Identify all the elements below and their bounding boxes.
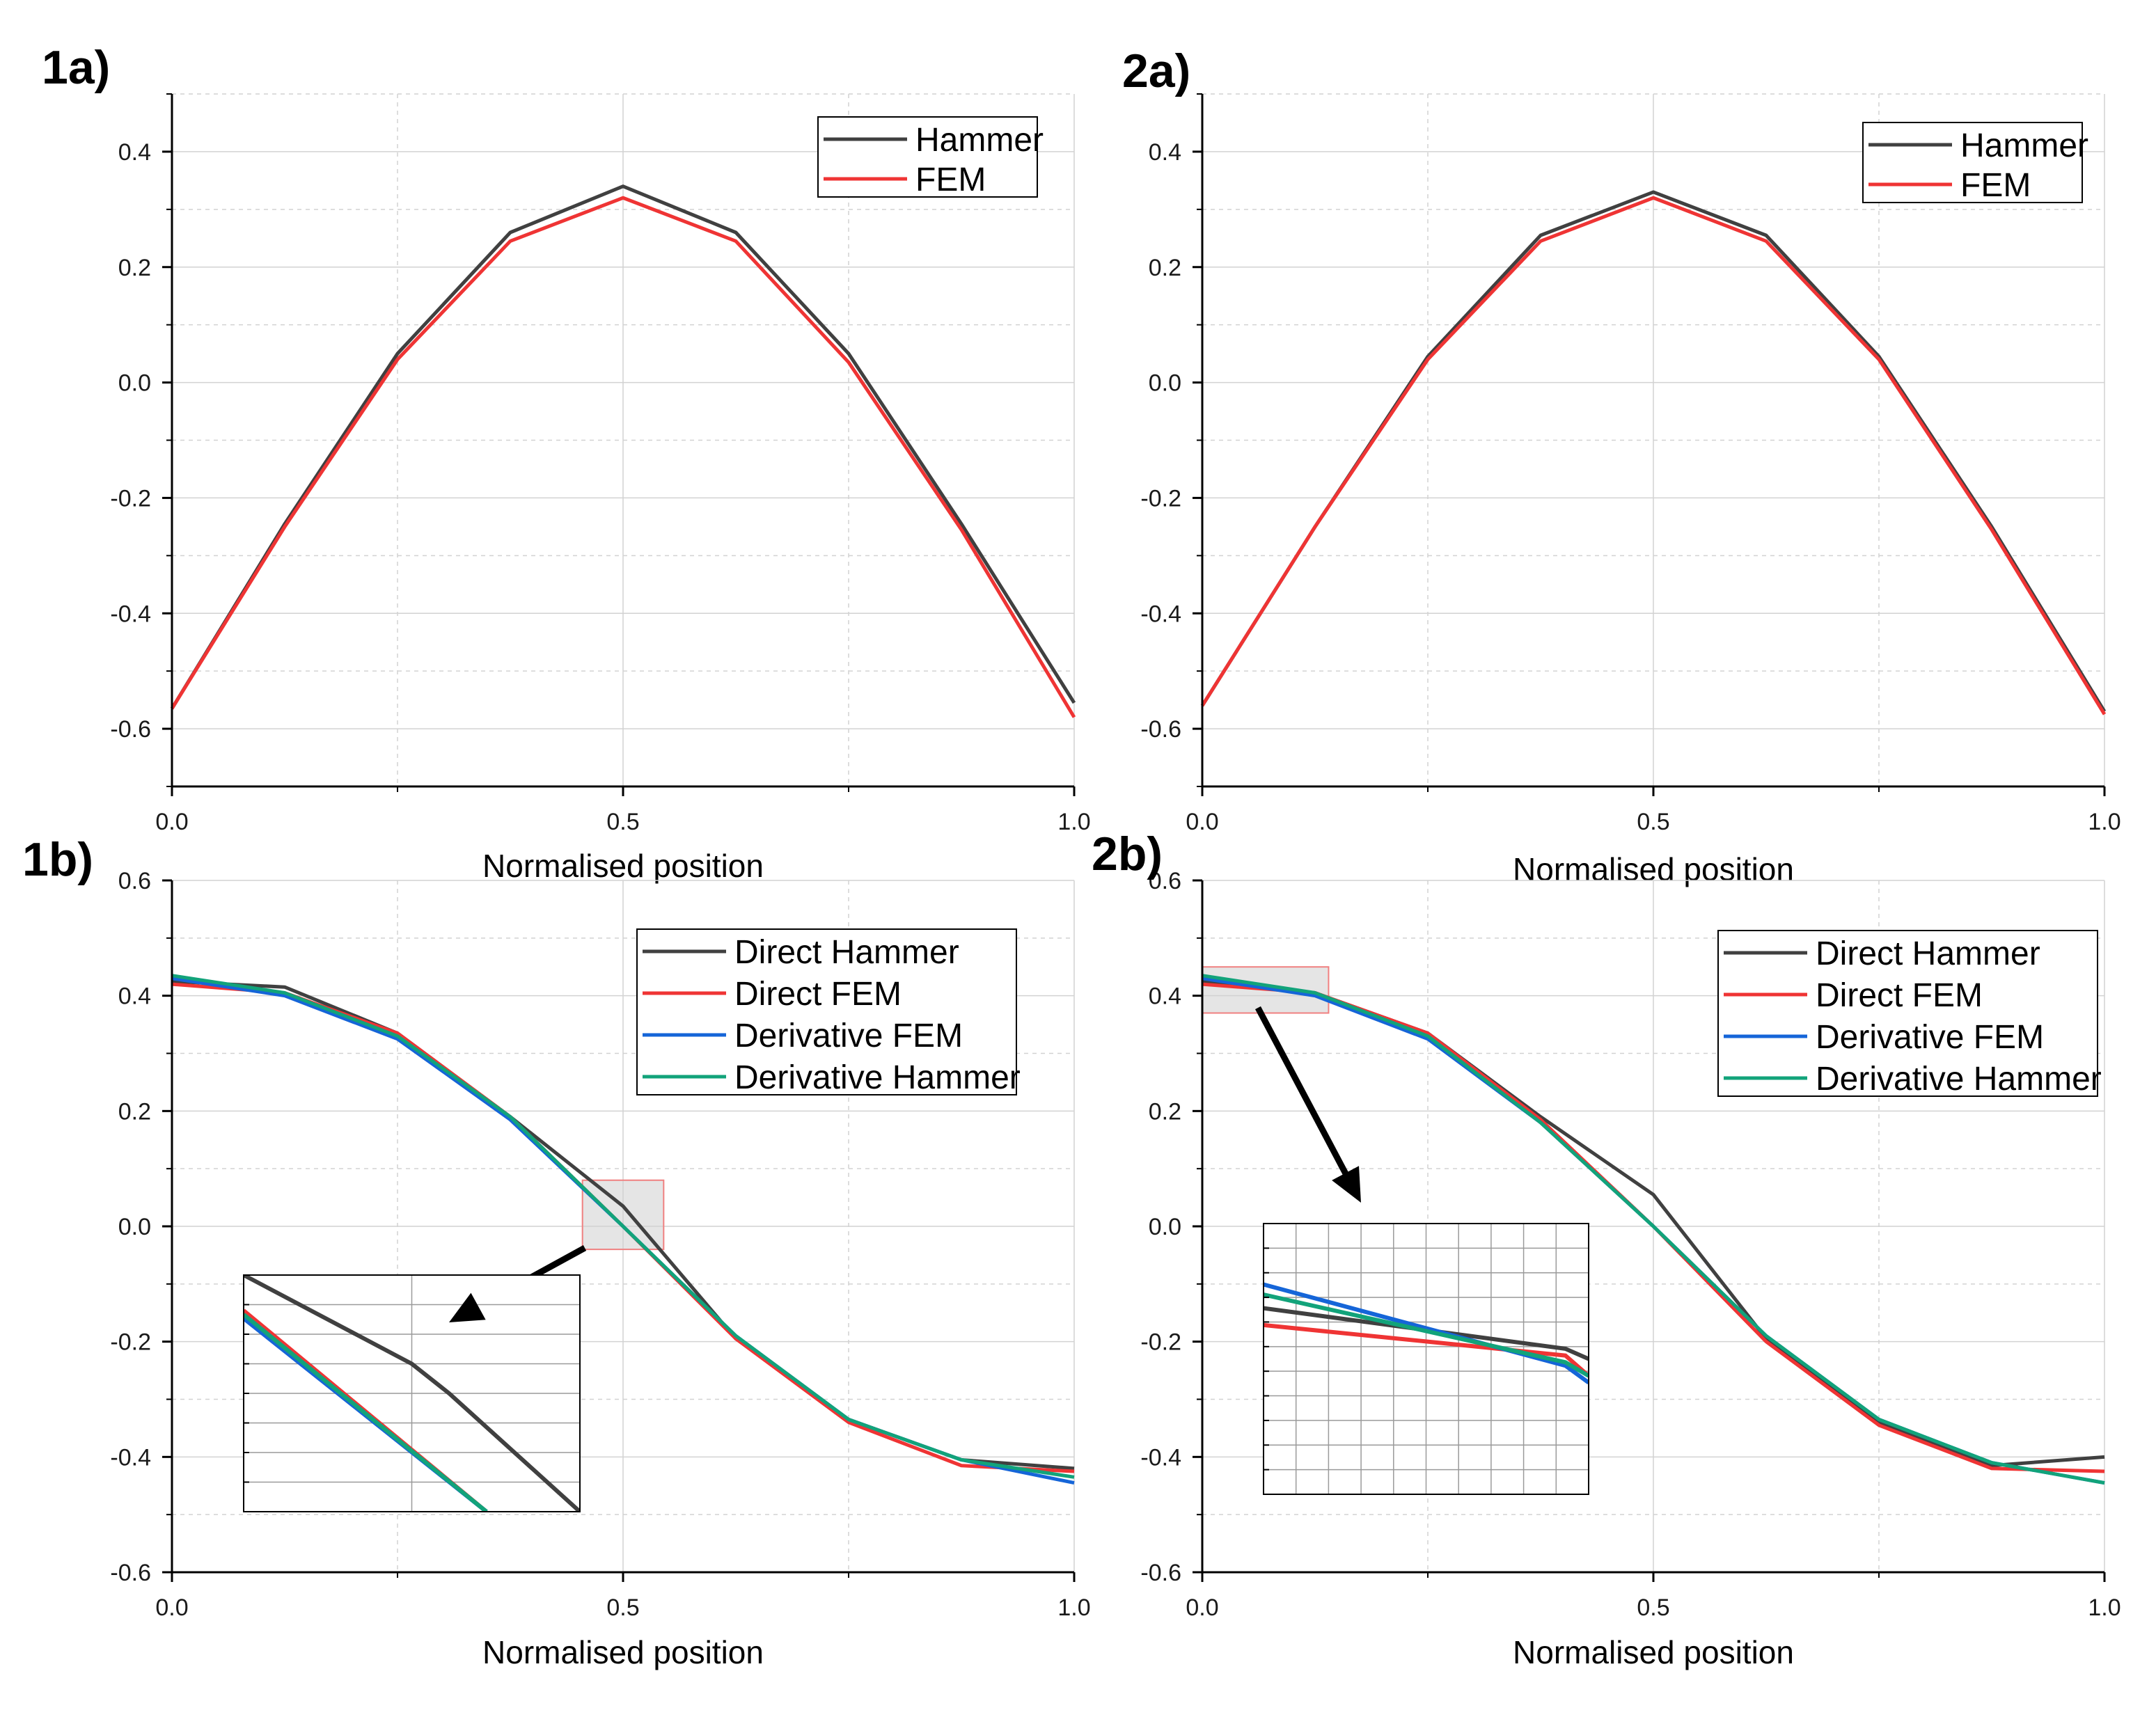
x-tick-label: 0.0 [155, 1595, 188, 1621]
series-line-fem [1200, 196, 2107, 715]
y-tick-label: 0.6 [1149, 868, 1181, 894]
x-tick-label: 0.5 [606, 809, 639, 835]
legend-label: Derivative Hammer [1816, 1061, 2102, 1098]
y-tick-label: 0.0 [118, 370, 151, 397]
y-tick-label: 0.2 [118, 255, 151, 281]
y-tick-label: 0.4 [118, 139, 151, 166]
x-tick-label: 1.0 [1057, 1595, 1090, 1621]
chart-1a: 0.0 0.5 1.0 0.4 0.2 0.0 -0.2 -0.4 -0.6 Normalised… [42, 41, 1091, 884]
legend-label: FEM [915, 161, 986, 198]
inset-line-direct-hammer [1264, 1306, 1589, 1361]
legend-label: Direct FEM [1816, 977, 1983, 1014]
inset-frame [1263, 1223, 1589, 1495]
y-tick-label: 0.2 [1149, 1098, 1181, 1125]
x-tick-label: 1.0 [1057, 809, 1090, 835]
legend-label: Derivative FEM [1816, 1019, 2044, 1056]
y-tick-label: -0.2 [1140, 1329, 1181, 1356]
y-tick-label: -0.6 [110, 1560, 151, 1586]
x-tick-label: 0.5 [1637, 809, 1669, 835]
inset-series [244, 1275, 580, 1512]
x-tick-label: 1.0 [2088, 809, 2120, 835]
zoom-arrow-head [1332, 1166, 1361, 1203]
chart-1b: 0.0 0.5 1.0 0.6 0.4 0.2 0.0 -0.2 -0.4 -0.6 Normali… [22, 833, 1091, 1670]
y-tick-label: -0.4 [110, 601, 151, 627]
legend-label: Hammer [1960, 127, 2088, 164]
inset-line-derivative-hammer [1264, 1292, 1589, 1378]
legend-label: Hammer [915, 122, 1044, 159]
inset-line-direct-hammer [244, 1275, 580, 1512]
y-tick-label: -0.4 [1140, 1444, 1181, 1471]
legend-box [636, 928, 1017, 1095]
x-tick-label: 1.0 [2088, 1595, 2120, 1621]
y-tick-label: 0.0 [118, 1214, 151, 1240]
y-tick-label: 0.6 [118, 868, 151, 894]
x-tick-label: 0.5 [1637, 1595, 1669, 1621]
panel-label: 2b) [1092, 828, 1163, 880]
x-tick-label: 0.0 [1186, 809, 1218, 835]
chart-2a: 0.0 0.5 1.00.40.20.0-0.2-0.4-0.6Normalised… [1122, 45, 2121, 887]
panel-label: 1b) [22, 833, 93, 886]
y-tick-label: 0.0 [1149, 370, 1181, 397]
x-tick-label: 0.0 [1186, 1595, 1218, 1621]
legend-label: Derivative FEM [734, 1018, 963, 1054]
chart-2b: 0.0 0.5 1.0 0.6 0.4 0.2 0.0 -0.2 -0.4 -0.6 Normali… [1092, 828, 2121, 1670]
inset-line-derivative-fem [1264, 1282, 1589, 1384]
inset [243, 1274, 581, 1512]
inset-line-derivative-hammer [244, 1313, 488, 1512]
legend: Direct Hammer Direct FEM Derivative FEM Der… [1717, 930, 2102, 1098]
y-tick-label: -0.2 [110, 485, 151, 512]
series-line-derivative-hammer [171, 974, 1075, 1479]
y-tick-label: -0.6 [110, 716, 151, 743]
y-tick-label: -0.4 [110, 1444, 151, 1471]
y-tick-label: 0.2 [118, 1098, 151, 1125]
inset [1263, 1223, 1589, 1495]
legend-label: Derivative Hammer [734, 1059, 1021, 1096]
legend-label: FEM [1960, 167, 2031, 204]
series-line-fem [170, 196, 1076, 718]
x-axis-title: Normalised position [1513, 1634, 1794, 1670]
y-tick-label: 0.4 [118, 983, 151, 1010]
zoom-arrow [1255, 1006, 1351, 1180]
panel-label: 2a) [1122, 45, 1190, 97]
legend-box [817, 116, 1038, 198]
series-line-derivative-hammer [1202, 974, 2105, 1485]
legend-box [1717, 930, 2098, 1097]
x-tick-label: 0.5 [606, 1595, 639, 1621]
legend-label: Direct Hammer [1816, 935, 2040, 972]
y-tick-label: 0.0 [1149, 1214, 1181, 1240]
series-line-hammer [170, 184, 1076, 710]
legend-label: Direct Hammer [734, 934, 959, 971]
panel-label: 1a) [42, 41, 110, 94]
legend-box [1862, 122, 2083, 203]
x-axis-title: Normalised position [482, 848, 764, 884]
x-tick-label: 0.0 [155, 809, 188, 835]
y-tick-label: -0.4 [1140, 601, 1181, 627]
x-axis-title: Normalised position [482, 1634, 764, 1670]
y-tick-label: -0.2 [110, 1329, 151, 1356]
y-tick-label: 0.2 [1149, 255, 1181, 281]
y-tick-label: 0.4 [1149, 983, 1181, 1010]
legend: Direct Hammer Direct FEM Derivative FEM Der… [636, 928, 1021, 1096]
y-tick-label: -0.6 [1140, 716, 1181, 743]
y-tick-label: -0.2 [1140, 485, 1181, 512]
y-tick-label: -0.6 [1140, 1560, 1181, 1586]
inset-series [1264, 1282, 1589, 1384]
zoom-arrow-head [449, 1292, 486, 1322]
legend-label: Direct FEM [734, 976, 902, 1013]
y-tick-label: 0.4 [1149, 139, 1181, 166]
